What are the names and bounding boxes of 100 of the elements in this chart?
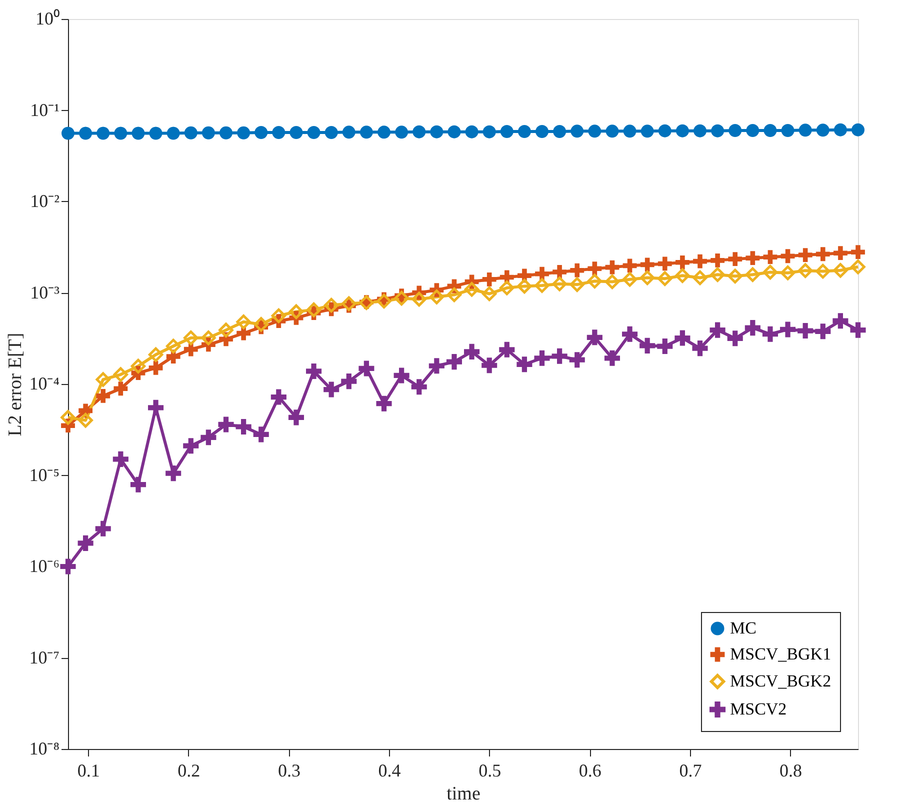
point: [183, 438, 199, 454]
point: [114, 126, 128, 140]
y-tick-label: 10⁻⁵: [29, 464, 60, 485]
point: [113, 367, 128, 382]
point: [762, 326, 778, 342]
point: [692, 270, 708, 286]
point: [96, 388, 110, 403]
legend-label: MSCV2: [730, 700, 787, 718]
point: [832, 313, 848, 329]
point: [552, 276, 567, 292]
point: [253, 426, 269, 442]
point: [130, 476, 146, 492]
point: [570, 277, 584, 292]
point: [465, 125, 478, 138]
point: [658, 271, 672, 286]
point: [728, 252, 742, 266]
point: [412, 292, 426, 307]
point: [290, 126, 303, 140]
point: [324, 298, 339, 313]
point: [149, 126, 162, 140]
point: [464, 344, 480, 360]
point: [727, 330, 743, 346]
point: [516, 356, 532, 372]
point: [744, 320, 760, 336]
point: [236, 326, 251, 340]
point: [728, 124, 742, 137]
point: [324, 382, 340, 398]
point: [815, 324, 831, 340]
point: [536, 125, 548, 138]
point: [95, 520, 111, 536]
point: [675, 255, 690, 270]
point: [148, 347, 164, 362]
point: [692, 340, 708, 356]
point: [604, 350, 620, 366]
point: [746, 124, 760, 137]
point: [62, 126, 74, 140]
point: [341, 374, 357, 390]
x-tick-label: 0.7: [679, 760, 702, 780]
y-tick-label: 10⁻⁸: [29, 738, 60, 758]
y-axis-title: L2 error E[T]: [5, 332, 26, 436]
x-tick-label: 0.1: [77, 760, 100, 780]
point: [816, 247, 830, 262]
point: [553, 125, 566, 138]
point: [378, 126, 390, 139]
point: [798, 323, 814, 339]
legend-label: MSCV_BGK2: [730, 672, 832, 690]
point: [254, 317, 268, 332]
point: [78, 535, 94, 551]
point: [306, 363, 322, 380]
point: [622, 272, 638, 287]
point: [395, 126, 408, 139]
point: [96, 372, 110, 387]
point: [446, 287, 462, 302]
point: [816, 124, 830, 137]
y-tick-label: 10⁻³: [30, 282, 60, 302]
x-tick-label: 0.5: [478, 760, 502, 780]
point: [394, 368, 410, 384]
point: [798, 263, 813, 278]
point: [218, 322, 234, 338]
point: [622, 258, 637, 273]
point: [640, 270, 655, 286]
point: [833, 246, 848, 260]
point: [762, 264, 778, 280]
point: [746, 251, 760, 266]
point: [852, 123, 864, 136]
x-tick-label: 0.8: [780, 760, 802, 780]
point: [166, 466, 182, 482]
point: [605, 260, 620, 274]
point: [79, 126, 92, 140]
legend-label: MSCV_BGK1: [730, 644, 832, 664]
point: [657, 338, 673, 354]
point: [586, 330, 602, 346]
point: [482, 272, 496, 286]
point: [394, 290, 409, 306]
point: [288, 410, 304, 426]
point: [850, 322, 866, 338]
point: [552, 265, 567, 279]
point: [499, 342, 515, 358]
point: [288, 304, 304, 320]
point: [342, 126, 356, 139]
point: [306, 302, 322, 318]
point: [500, 125, 514, 138]
point: [798, 124, 812, 137]
point: [202, 126, 215, 140]
point: [674, 330, 690, 346]
point: [658, 256, 672, 271]
x-tick-label: 0.4: [378, 760, 401, 780]
point: [781, 124, 794, 137]
point: [132, 126, 145, 140]
point: [694, 124, 706, 138]
point: [236, 418, 252, 435]
y-tick-label: 10⁻⁶: [29, 556, 60, 576]
point: [816, 264, 830, 279]
y-tick-label: 10⁻¹: [30, 100, 60, 120]
point: [640, 258, 654, 272]
point: [850, 260, 866, 274]
x-axis-title: time: [446, 784, 480, 804]
point: [851, 245, 865, 260]
point: [780, 266, 796, 280]
point: [324, 126, 338, 140]
